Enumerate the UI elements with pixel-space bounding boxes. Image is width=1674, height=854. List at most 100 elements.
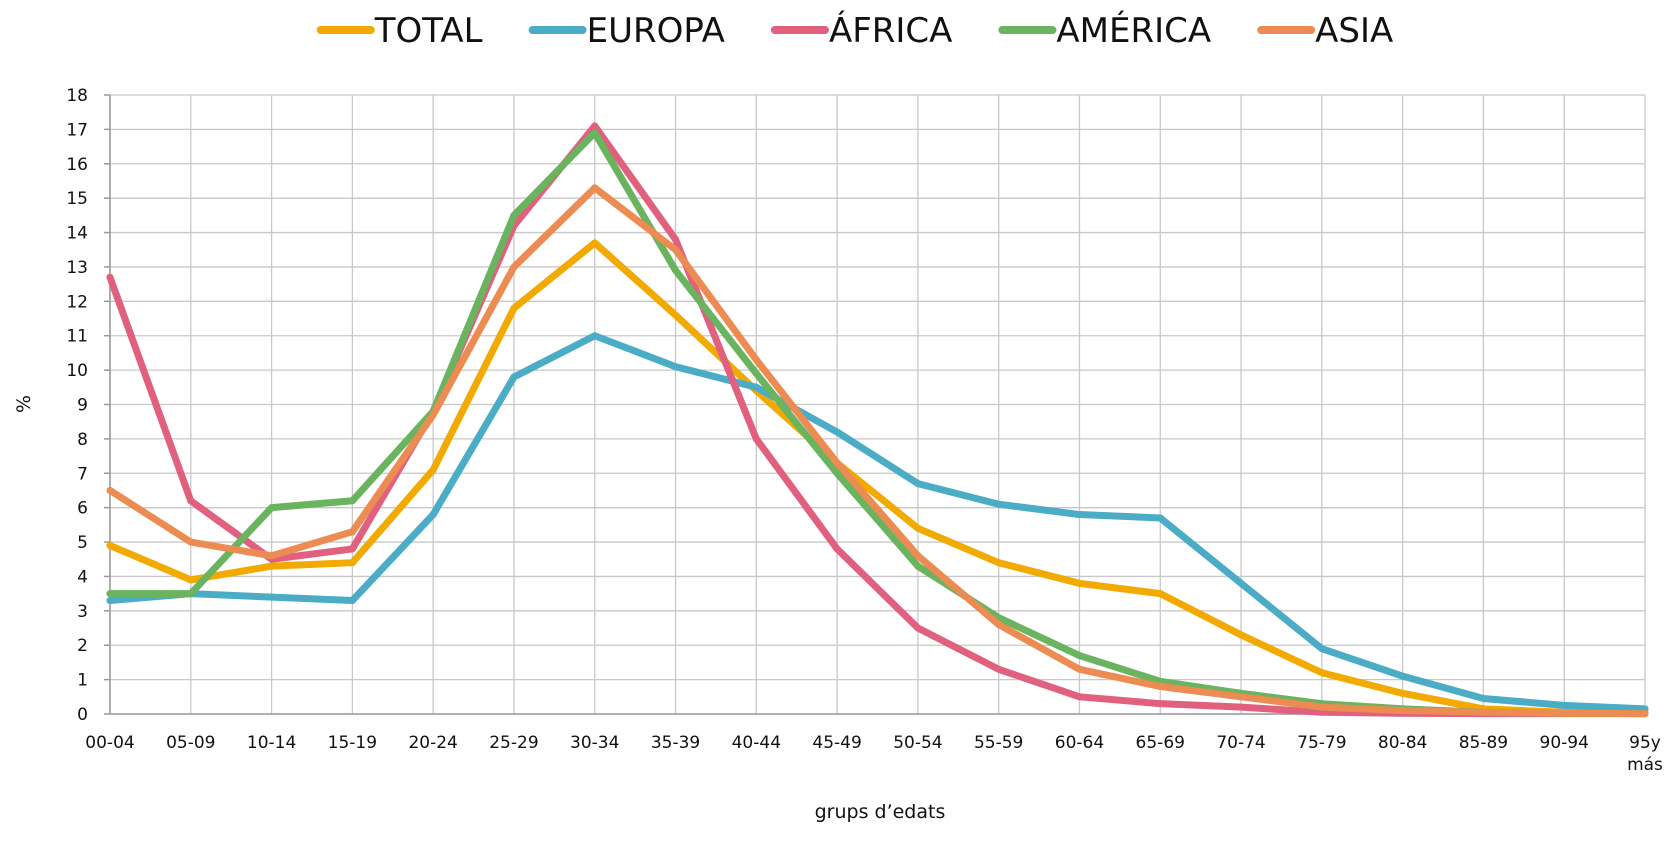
data-point (1075, 511, 1083, 519)
data-point (1156, 682, 1164, 690)
data-point (1318, 645, 1326, 653)
x-tick-label-line: 90-94 (1540, 733, 1589, 753)
data-point (672, 311, 680, 319)
data-point (672, 363, 680, 371)
data-point (429, 411, 437, 419)
x-tick-label: 35-39 (651, 733, 700, 753)
y-tick-label: 17 (66, 120, 88, 140)
data-point (752, 435, 760, 443)
data-point (1479, 695, 1487, 703)
data-point (591, 332, 599, 340)
data-point (1399, 689, 1407, 697)
data-point (187, 538, 195, 546)
data-point (1237, 631, 1245, 639)
x-tick-label-line: más (1627, 755, 1663, 775)
x-tick-label: 75-79 (1297, 733, 1346, 753)
x-tick-label: 10-14 (247, 733, 296, 753)
data-point (106, 541, 114, 549)
y-tick-label: 15 (66, 189, 88, 209)
x-tick-label-line: 50-54 (893, 733, 942, 753)
data-point (106, 486, 114, 494)
data-point (752, 383, 760, 391)
data-point (914, 552, 922, 560)
data-point (914, 524, 922, 532)
x-tick-label-line: 05-09 (166, 733, 215, 753)
data-point (348, 597, 356, 605)
data-point (672, 235, 680, 243)
data-point (995, 500, 1003, 508)
data-point (1075, 693, 1083, 701)
series-line-total (106, 239, 1649, 716)
y-tick-label: 9 (77, 396, 88, 416)
data-point (591, 129, 599, 137)
y-tick-label: 3 (77, 602, 88, 622)
data-point (1318, 669, 1326, 677)
legend-item: TOTAL (316, 11, 483, 51)
x-tick-label: 15-19 (328, 733, 377, 753)
data-point (268, 562, 276, 570)
data-point (672, 266, 680, 274)
legend-label: AMÉRICA (1056, 10, 1211, 51)
x-tick-label: 65-69 (1136, 733, 1185, 753)
x-tick-label: 80-84 (1378, 733, 1427, 753)
x-axis-title: grups d’edats (815, 801, 946, 823)
x-tick-label-line: 45-49 (812, 733, 861, 753)
y-tick-label: 6 (77, 499, 88, 519)
chart-grid (109, 94, 1646, 715)
x-tick-label-line: 25-29 (489, 733, 538, 753)
data-point (348, 559, 356, 567)
x-tick-label: 55-59 (974, 733, 1023, 753)
x-tick-label: 00-04 (85, 733, 134, 753)
x-tick-label: 45-49 (812, 733, 861, 753)
data-point (833, 545, 841, 553)
x-axis-tick-labels: 00-04 05-09 10-14 15-19 20-24 25-29 30-34 35-39… (85, 733, 1663, 775)
y-tick-label: 13 (66, 258, 88, 278)
x-tick-label-line: 60-64 (1055, 733, 1104, 753)
y-tick-label: 4 (77, 567, 88, 587)
data-point (833, 459, 841, 467)
x-tick-label: 90-94 (1540, 733, 1589, 753)
y-tick-label: 7 (77, 464, 88, 484)
data-point (1237, 579, 1245, 587)
series-line-europa (106, 332, 1649, 713)
chart-legend: TOTAL EUROPA ÁFRICA AMÉRICA ASIA (316, 10, 1393, 51)
y-tick-label: 1 (77, 671, 88, 691)
data-point (1075, 579, 1083, 587)
data-point (995, 559, 1003, 567)
data-point (914, 480, 922, 488)
data-point (1237, 693, 1245, 701)
data-point (752, 356, 760, 364)
data-point (268, 593, 276, 601)
data-point (348, 528, 356, 536)
data-point (510, 304, 518, 312)
data-point (429, 511, 437, 519)
data-point (995, 621, 1003, 629)
x-tick-label-line: 35-39 (651, 733, 700, 753)
data-point (268, 552, 276, 560)
data-point (1399, 707, 1407, 715)
data-point (510, 373, 518, 381)
x-tick-label-line: 30-34 (570, 733, 619, 753)
data-point (672, 246, 680, 254)
x-tick-label-line: 00-04 (85, 733, 134, 753)
data-point (348, 497, 356, 505)
data-point (348, 545, 356, 553)
series-line-áfrica (106, 122, 1649, 718)
x-tick-label: 60-64 (1055, 733, 1104, 753)
data-point (833, 469, 841, 477)
data-point (1156, 700, 1164, 708)
data-point (106, 597, 114, 605)
x-tick-label-line: 85-89 (1459, 733, 1508, 753)
data-point (187, 576, 195, 584)
x-tick-label-line: 95y (1629, 733, 1661, 753)
y-tick-label: 2 (77, 636, 88, 656)
y-axis-title: % (13, 395, 35, 413)
y-tick-label: 10 (66, 361, 88, 381)
y-tick-label: 8 (77, 430, 88, 450)
legend-item: ÁFRICA (770, 10, 952, 51)
data-point (833, 428, 841, 436)
y-tick-label: 11 (66, 327, 88, 347)
data-point (510, 263, 518, 271)
data-point (591, 122, 599, 130)
legend-label: ÁFRICA (829, 10, 952, 51)
